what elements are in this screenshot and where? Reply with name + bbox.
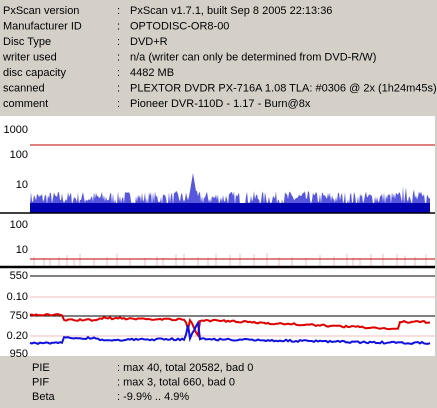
info-value: Pioneer DVR-110D - 1.17 - Burn@8x — [130, 98, 311, 110]
labels: PxScan version: PxScan v1.7.1, built Sep … — [2, 5, 437, 403]
info-sep: : — [117, 36, 120, 48]
summary-label: Beta — [32, 391, 56, 403]
beta-trace — [29, 319, 431, 346]
y-tick-label: 100 — [10, 219, 28, 231]
info-value: 4482 MB — [130, 67, 174, 79]
pie-base — [30, 203, 430, 213]
y-tick-label: 100 — [10, 149, 28, 161]
axis-area — [0, 116, 30, 356]
info-sep: : — [117, 20, 120, 32]
info-value: DVD+R — [130, 36, 168, 48]
summary-label: PIF — [32, 376, 49, 388]
info-label: scanned — [3, 82, 45, 94]
y-tick-label: 0.10 — [7, 291, 28, 303]
info-value: PLEXTOR DVDR PX-716A 1.08 TLA: #0306 @ 2… — [130, 82, 437, 94]
y-tick-label: 950 — [10, 348, 28, 360]
y-tick-label: 1000 — [4, 124, 28, 136]
y-tick-label: 10 — [16, 244, 28, 256]
summary-value: : max 3, total 660, bad 0 — [117, 376, 235, 388]
jitter-trace — [29, 313, 431, 338]
y-tick-label: 750 — [10, 310, 28, 322]
info-sep: : — [117, 67, 120, 79]
info-label: disc capacity — [3, 67, 66, 79]
info-sep: : — [117, 5, 120, 17]
y-tick-label: 10 — [16, 179, 28, 191]
y-tick-label: 550 — [10, 270, 28, 282]
info-sep: : — [117, 98, 120, 110]
summary-label: PIE — [32, 362, 50, 374]
info-value: OPTODISC-OR8-00 — [130, 20, 229, 32]
info-label: Manufacturer ID — [3, 20, 82, 32]
summary-value: : max 40, total 20582, bad 0 — [117, 362, 253, 374]
info-label: writer used — [2, 51, 57, 63]
info-label: Disc Type — [3, 36, 51, 48]
info-label: PxScan version — [3, 5, 79, 17]
plots — [0, 144, 435, 346]
info-sep: : — [117, 82, 120, 94]
summary-value: : -9.9% .. 4.9% — [117, 391, 189, 403]
info-value: PxScan v1.7.1, built Sep 8 2005 22:13:36 — [130, 5, 332, 17]
info-label: comment — [3, 98, 48, 110]
info-value: n/a (writer can only be determined from … — [130, 51, 376, 63]
info-sep: : — [117, 51, 120, 63]
y-tick-label: 0.20 — [7, 330, 28, 342]
